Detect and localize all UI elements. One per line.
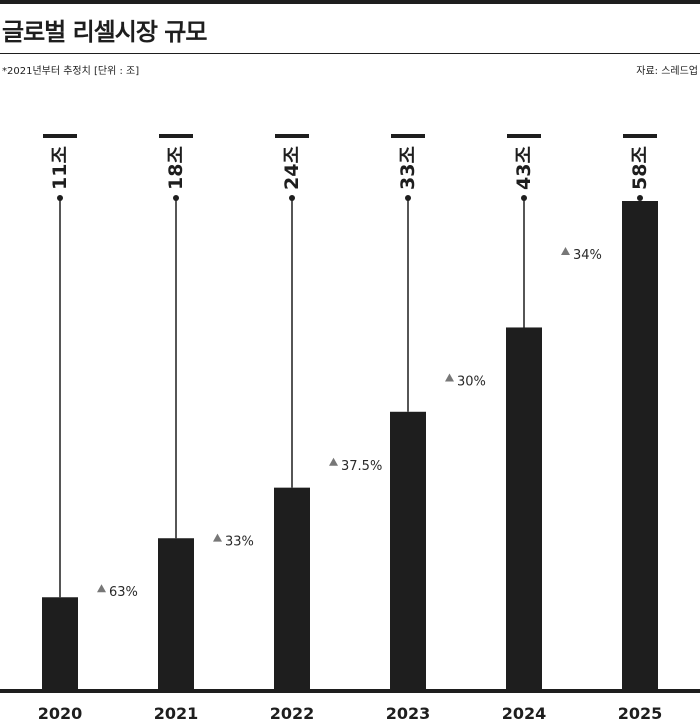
- cap-line-2024: [507, 134, 541, 138]
- source-note: 자료: 스레드업: [636, 66, 698, 77]
- bar-2020: [42, 597, 78, 690]
- value-label-2025: 58조: [629, 146, 651, 190]
- value-label-2021: 18조: [165, 146, 187, 190]
- x-tick-label-2022: 2022: [270, 704, 315, 721]
- x-tick-label-2021: 2021: [154, 704, 199, 721]
- leader-dot-2021: [173, 195, 179, 201]
- cap-line-2021: [159, 134, 193, 138]
- growth-label-2023: 37.5%: [341, 459, 382, 474]
- bar-2022: [274, 487, 310, 690]
- cap-line-2023: [391, 134, 425, 138]
- x-tick-label-2023: 2023: [386, 704, 431, 721]
- cap-line-2020: [43, 134, 77, 138]
- x-tick-label-2025: 2025: [618, 704, 663, 721]
- value-label-2020: 11조: [49, 146, 71, 190]
- growth-label-2021: 63%: [109, 585, 138, 600]
- bar-2025: [622, 201, 658, 690]
- top-border: [0, 0, 700, 4]
- unit-note: *2021년부터 추정치 [단위 : 조]: [2, 66, 140, 77]
- title-divider: [0, 53, 700, 54]
- bar-2023: [390, 411, 426, 690]
- leader-dot-2022: [289, 195, 295, 201]
- chart-title: 글로벌 리셀시장 규모: [2, 18, 207, 46]
- bar-2024: [506, 327, 542, 690]
- growth-arrow-icon: [445, 373, 454, 382]
- x-tick-label-2020: 2020: [38, 704, 83, 721]
- cap-line-2022: [275, 134, 309, 138]
- value-label-2023: 33조: [397, 146, 419, 190]
- cap-line-2025: [623, 134, 657, 138]
- leader-dot-2020: [57, 195, 63, 201]
- growth-arrow-icon: [97, 584, 106, 593]
- value-label-2022: 24조: [281, 146, 303, 190]
- x-tick-label-2024: 2024: [502, 704, 547, 721]
- growth-arrow-icon: [561, 247, 570, 255]
- value-label-2024: 43조: [513, 146, 535, 190]
- x-axis-line: [0, 689, 700, 693]
- leader-dot-2025: [637, 195, 643, 201]
- growth-arrow-icon: [329, 457, 338, 466]
- bar-2021: [158, 538, 194, 690]
- leader-dot-2024: [521, 195, 527, 201]
- growth-label-2022: 33%: [225, 535, 254, 550]
- growth-label-2025: 34%: [573, 248, 602, 263]
- growth-label-2024: 30%: [457, 374, 486, 389]
- growth-arrow-icon: [213, 533, 222, 542]
- leader-dot-2023: [405, 195, 411, 201]
